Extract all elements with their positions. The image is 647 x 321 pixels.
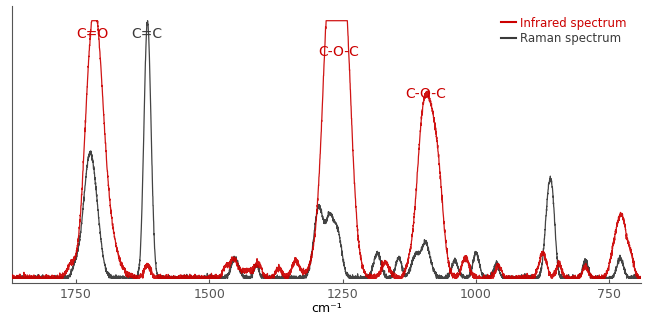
X-axis label: cm⁻¹: cm⁻¹ (311, 302, 342, 316)
Text: C-O-C: C-O-C (405, 87, 446, 101)
Legend: Infrared spectrum, Raman spectrum: Infrared spectrum, Raman spectrum (497, 12, 631, 50)
Text: C=O: C=O (76, 27, 108, 41)
Text: C-O-C: C-O-C (318, 45, 359, 58)
Text: C=C: C=C (131, 27, 162, 41)
